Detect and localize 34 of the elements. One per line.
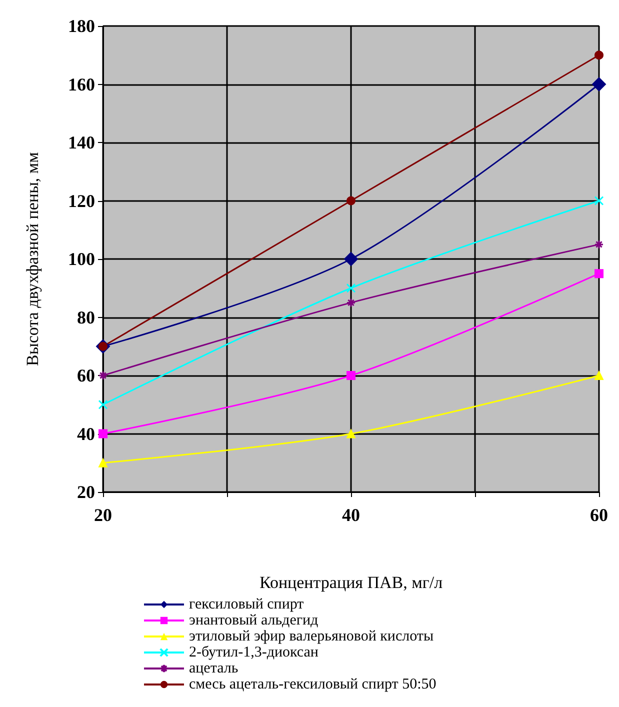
y-tick-label: 40 [77,424,95,444]
y-tick-label: 160 [68,74,95,94]
x-tick-label: 20 [94,505,112,525]
legend-label: гексиловый спирт [189,596,304,612]
legend-label: этиловый эфир валерьяновой кислоты [189,628,434,644]
point [346,429,356,438]
point [98,400,108,410]
point [594,196,604,206]
point [346,283,356,293]
point [346,298,356,308]
legend-label: 2-бутил-1,3-диоксан [189,644,318,660]
x-axis-title: Концентрация ПАВ, мг/л [259,573,444,592]
y-tick-label: 80 [77,307,95,328]
legend-label: смесь ацеталь-гексиловый спирт 50:50 [189,676,436,692]
y-tick-label: 140 [68,132,95,152]
legend-label: энантовый альдегид [189,612,319,628]
point [594,371,604,380]
legend-label: ацеталь [189,660,238,676]
y-axis-title: Высота двухфазной пены, мм [23,152,42,366]
point [98,458,108,468]
x-tick-label: 60 [590,505,608,525]
point [346,196,356,206]
point [592,77,606,92]
point [344,252,358,266]
y-tick-label: 60 [77,366,95,386]
y-tick-label: 180 [68,16,95,36]
point [594,50,604,60]
x-tick-label: 40 [342,505,360,525]
y-tick-label: 100 [68,249,95,269]
point [594,269,604,278]
point [594,240,604,250]
point [346,371,356,380]
y-tick-label: 120 [68,190,95,211]
y-tick-label: 20 [77,482,95,502]
